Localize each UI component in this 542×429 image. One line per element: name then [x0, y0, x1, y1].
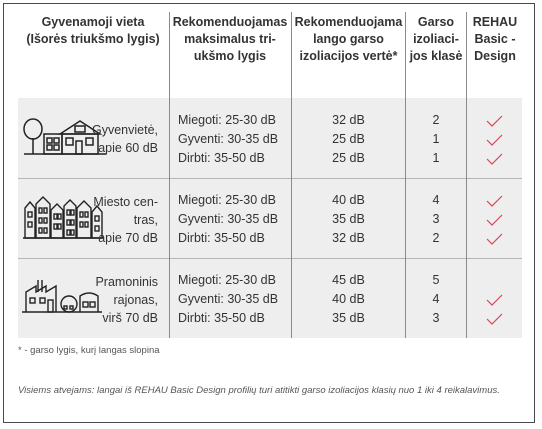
class-cell: 2 [432, 113, 440, 127]
header-window-value-line: Rekomenduojama [294, 15, 403, 29]
city-buildings-icon [23, 196, 104, 239]
class-cell: 2 [432, 231, 440, 245]
noise-level-cell: Dirbti: 35-50 dB [178, 151, 265, 165]
header-class: Garso izoliaci- jos klasė [406, 14, 466, 65]
window-value-cell: 32 dB [332, 113, 365, 127]
noise-level-cell: Gyventi: 30-35 dB [178, 132, 279, 146]
location-line: tras, [133, 213, 158, 227]
noise-level-cell: Miegoti: 25-30 dB [178, 273, 276, 287]
location-line: Gyvenvietė, [91, 123, 158, 137]
location-line: Pramoninis [95, 275, 158, 289]
header-max-level-line: maksimalus tri- [184, 32, 276, 46]
check-icon [486, 195, 503, 207]
class-cell: 1 [432, 151, 440, 165]
row-band-settlement [18, 98, 522, 178]
window-value-cell: 35 dB [332, 212, 365, 226]
document-frame [3, 3, 535, 423]
row-divider [18, 258, 522, 259]
noise-level-cell: Gyventi: 30-35 dB [178, 212, 279, 226]
header-max-level: Rekomenduojamas maksimalus tri- ukšmo ly… [170, 14, 290, 65]
class-cell: 4 [432, 292, 440, 306]
factory-icon [22, 280, 102, 313]
location-line: apie 70 dB [98, 231, 158, 245]
column-divider [466, 12, 467, 338]
header-window-value: Rekomenduojama lango garso izoliacijos v… [292, 14, 405, 65]
window-value-cell: 40 dB [332, 292, 365, 306]
class-cell: 5 [432, 273, 440, 287]
noise-level-cell: Dirbti: 35-50 dB [178, 231, 265, 245]
location-line: virš 70 dB [102, 311, 158, 325]
header-class-line: Garso [417, 15, 455, 29]
header-max-level-line: ukšmo lygis [193, 49, 267, 63]
header-location: Gyvenamoji vieta (Išorės triukšmo lygis) [18, 14, 168, 48]
row-divider [18, 178, 522, 179]
location-settlement: Gyvenvietė, apie 60 dB [82, 121, 158, 157]
location-line: rajonas, [113, 293, 158, 307]
check-icon [486, 153, 503, 165]
window-value-cell: 45 dB [332, 273, 365, 287]
header-rehau-line: REHAU [472, 15, 518, 29]
column-divider [169, 12, 170, 338]
footer-note: Visiems atvejams: langai iš REHAU Basic … [18, 385, 500, 396]
noise-level-cell: Dirbti: 35-50 dB [178, 311, 265, 325]
header-max-level-line: Rekomenduojamas [172, 15, 288, 29]
house-icon [23, 118, 106, 155]
window-value-cell: 35 dB [332, 311, 365, 325]
check-icon [486, 294, 503, 306]
class-cell: 1 [432, 132, 440, 146]
noise-level-cell: Miegoti: 25-30 dB [178, 113, 276, 127]
check-icon [486, 214, 503, 226]
header-rehau-line: Basic - [474, 32, 516, 46]
header-rehau: REHAU Basic - Design [467, 14, 523, 65]
window-value-cell: 25 dB [332, 151, 365, 165]
header-window-value-line: izoliacijos vertė* [299, 49, 398, 63]
footnote: * - garso lygis, kurį langas slopina [18, 345, 160, 356]
window-value-cell: 32 dB [332, 231, 365, 245]
check-icon [486, 233, 503, 245]
window-value-cell: 25 dB [332, 132, 365, 146]
row-band-industrial [18, 258, 522, 338]
location-city-centre: Miesto cen- tras, apie 70 dB [82, 193, 158, 247]
column-divider [291, 12, 292, 338]
class-cell: 4 [432, 193, 440, 207]
location-industrial: Pramoninis rajonas, virš 70 dB [82, 273, 158, 327]
header-window-value-line: lango garso [313, 32, 384, 46]
noise-level-cell: Gyventi: 30-35 dB [178, 292, 279, 306]
header-location-line: (Išorės triukšmo lygis) [26, 32, 160, 46]
class-cell: 3 [432, 212, 440, 226]
column-divider [405, 12, 406, 338]
window-value-cell: 40 dB [332, 193, 365, 207]
location-line: Miesto cen- [93, 195, 158, 209]
header-class-line: jos klasė [409, 49, 463, 63]
header-class-line: izoliaci- [413, 32, 459, 46]
header-rehau-line: Design [474, 49, 516, 63]
noise-level-cell: Miegoti: 25-30 dB [178, 193, 276, 207]
check-icon [486, 134, 503, 146]
location-line: apie 60 dB [98, 141, 158, 155]
check-icon [486, 115, 503, 127]
header-location-line: Gyvenamoji vieta [41, 15, 145, 29]
class-cell: 3 [432, 311, 440, 325]
check-icon [486, 313, 503, 325]
